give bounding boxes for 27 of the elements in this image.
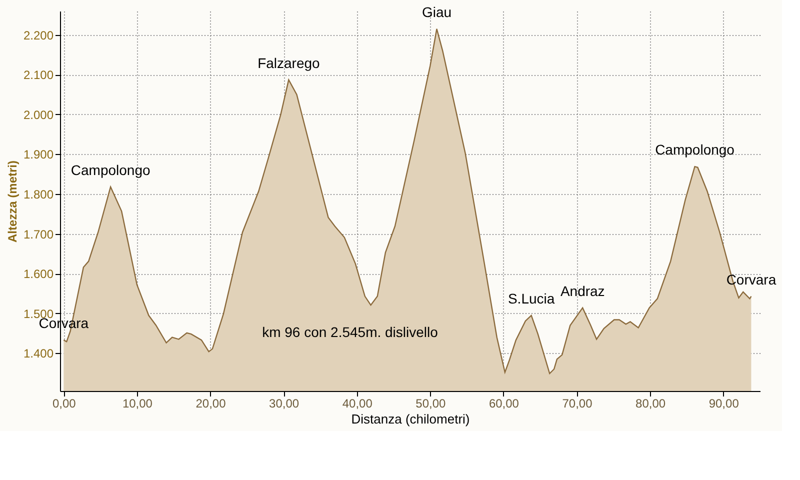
x-tick-label: 10,00	[122, 396, 153, 410]
x-axis-title: Distanza (chilometri)	[351, 412, 470, 426]
y-tick-label: 1.800	[23, 188, 54, 202]
x-tick-label: 30,00	[269, 396, 300, 410]
y-tick-label: 1.600	[23, 267, 54, 282]
y-tick-label: 1.400	[23, 346, 54, 361]
y-tick-label: 2.100	[23, 68, 54, 82]
annotation: S.Lucia	[508, 290, 555, 306]
x-tick-label: 60,00	[488, 396, 520, 410]
annotation: Andraz	[560, 282, 605, 299]
annotation: Falzarego	[258, 54, 320, 71]
x-tick-label: 20,00	[196, 396, 226, 410]
y-tick-label: 1.900	[23, 148, 54, 162]
y-tick-label: 1.700	[23, 227, 54, 242]
x-tick-label: 70,00	[562, 396, 593, 410]
x-tick-label: 0,00	[52, 396, 76, 410]
annotation: Giau	[422, 4, 452, 20]
annotation: Campolongo	[70, 162, 150, 178]
annotation: km 96 con 2.545m. dislivello	[262, 324, 438, 340]
y-tick-label: 2.200	[23, 28, 54, 42]
x-tick-label: 40,00	[342, 396, 373, 410]
annotation: Campolongo	[655, 142, 735, 158]
y-tick-label: 2.000	[23, 108, 54, 122]
x-tick-label: 90,00	[708, 396, 740, 410]
x-tick-label: 50,00	[416, 396, 446, 410]
y-axis-title: Altezza (metri)	[5, 160, 20, 243]
x-tick-label: 80,00	[636, 396, 666, 410]
